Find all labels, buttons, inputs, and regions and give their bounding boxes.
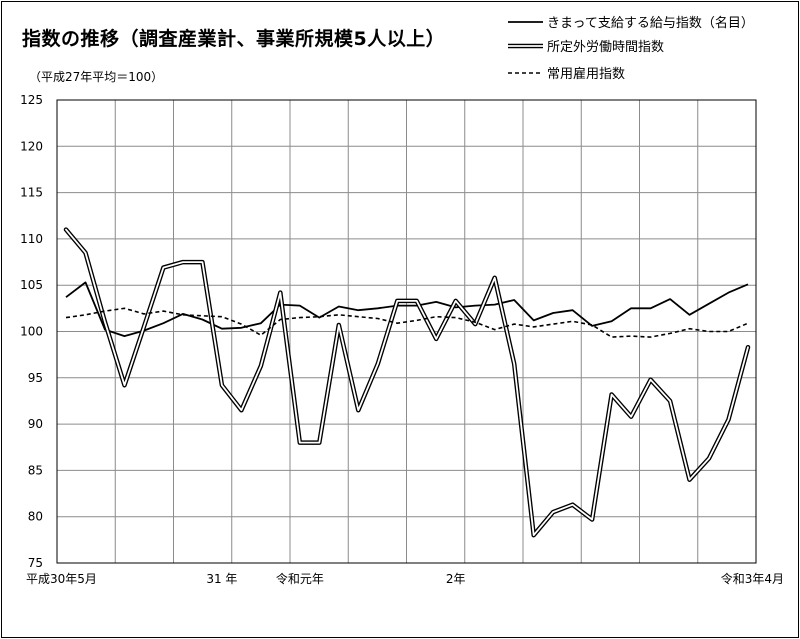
y-tick-label: 100 xyxy=(20,325,43,339)
chart-subtitle: （平成27年平均＝100） xyxy=(29,70,164,84)
series-line-2-inner xyxy=(65,228,749,537)
y-tick-label: 95 xyxy=(28,371,43,385)
y-tick-label: 110 xyxy=(20,232,43,246)
x-tick-label: 令和元年 xyxy=(276,571,324,586)
x-tick-label: 31 年 xyxy=(206,572,237,586)
legend-label: きまって支給する給与指数（名目） xyxy=(547,15,754,31)
grid-lines xyxy=(56,99,757,564)
chart-title: 指数の推移（調査産業計、事業所規模5人以上） xyxy=(22,28,446,50)
y-tick-label: 75 xyxy=(28,556,43,570)
legend-label: 常用雇用指数 xyxy=(547,66,625,82)
y-tick-label: 125 xyxy=(20,93,43,107)
legend-label: 所定外労働時間指数 xyxy=(547,40,664,55)
series-group xyxy=(63,227,751,538)
y-tick-label: 105 xyxy=(20,278,43,292)
x-tick-label: 令和3年4月 xyxy=(721,571,784,586)
x-tick-label: 平成30年5月 xyxy=(26,572,97,586)
y-axis-ticks: 75 80 85 90 95 100 105 110 115 120 125 xyxy=(20,93,43,570)
y-tick-label: 120 xyxy=(20,139,43,153)
series-line-3 xyxy=(65,307,749,338)
y-tick-label: 80 xyxy=(28,510,43,524)
y-tick-label: 115 xyxy=(20,186,43,200)
y-tick-label: 90 xyxy=(28,417,43,431)
series-line-1 xyxy=(65,281,749,338)
x-axis-ticks: 平成30年5月 31 年 令和元年 2年 令和3年4月 xyxy=(26,571,784,586)
plot-area-border xyxy=(56,99,757,564)
x-tick-label: 2年 xyxy=(446,572,466,586)
y-tick-label: 85 xyxy=(28,463,43,477)
